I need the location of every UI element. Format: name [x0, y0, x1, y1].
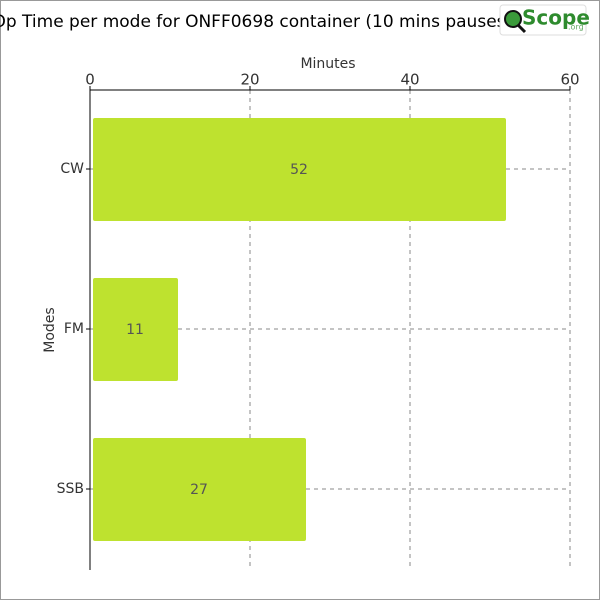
value-label: 11: [126, 322, 144, 338]
bar: [93, 118, 506, 221]
x-tick-label: 20: [240, 71, 259, 89]
y-tick-label: FM: [64, 321, 84, 337]
y-tick-label: CW: [60, 161, 84, 177]
x-tick-label: 40: [400, 71, 419, 89]
bar: [93, 438, 306, 541]
logo: Scope .org: [499, 4, 590, 36]
value-label: 52: [290, 162, 308, 178]
y-axis-label: Modes: [42, 307, 58, 352]
value-label: 27: [190, 482, 208, 498]
x-axis-label: Minutes: [300, 56, 355, 72]
chart-title: Op Time per mode for ONFF0698 container …: [0, 12, 518, 32]
logo-handle: [516, 23, 527, 34]
logo-text: Scope: [522, 6, 590, 30]
y-tick-label: SSB: [57, 481, 84, 497]
logo-icon: [504, 10, 522, 28]
x-tick-label: 60: [560, 71, 579, 89]
bar: [93, 278, 178, 381]
x-tick-label: 0: [85, 71, 95, 89]
logo-suffix: .org: [568, 23, 584, 32]
